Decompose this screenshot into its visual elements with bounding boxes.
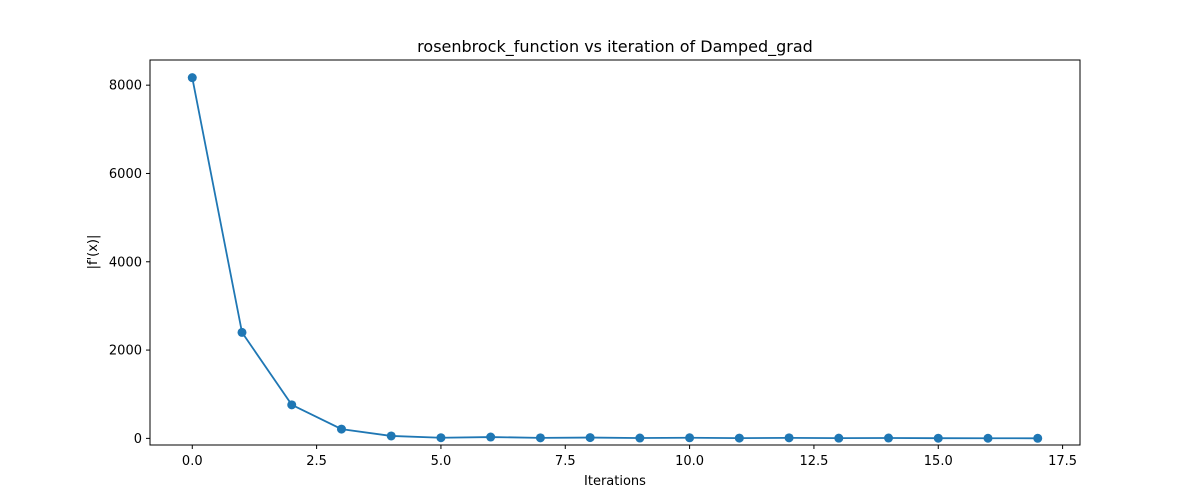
y-tick-label: 0 bbox=[134, 432, 142, 447]
series-layer bbox=[187, 73, 1043, 443]
y-tick-label: 4000 bbox=[109, 255, 142, 270]
chart-title: rosenbrock_function vs iteration of Damp… bbox=[417, 37, 813, 57]
data-point bbox=[1033, 433, 1043, 443]
x-tick-label: 7.5 bbox=[555, 454, 576, 469]
data-point bbox=[486, 432, 496, 442]
data-point bbox=[834, 433, 844, 443]
y-tick-label: 6000 bbox=[109, 167, 142, 182]
y-axis-label: |f'(x)| bbox=[86, 235, 101, 270]
data-point bbox=[784, 433, 794, 443]
data-point bbox=[685, 433, 695, 443]
x-tick-label: 2.5 bbox=[306, 454, 327, 469]
data-point bbox=[734, 433, 744, 443]
data-point bbox=[983, 433, 993, 443]
data-point bbox=[884, 433, 894, 443]
x-tick-label: 5.0 bbox=[431, 454, 452, 469]
x-tick-label: 0.0 bbox=[182, 454, 203, 469]
y-axis: 0 2000 4000 6000 8000 bbox=[109, 79, 150, 447]
x-tick-label: 12.5 bbox=[799, 454, 828, 469]
data-point bbox=[585, 433, 595, 443]
data-point bbox=[386, 431, 396, 441]
x-axis-label: Iterations bbox=[584, 474, 646, 489]
data-point bbox=[237, 327, 247, 337]
data-point bbox=[287, 400, 297, 410]
data-point bbox=[336, 424, 346, 434]
plot-area bbox=[149, 59, 1081, 446]
y-tick-label: 2000 bbox=[109, 344, 142, 359]
data-point bbox=[635, 433, 645, 443]
data-point bbox=[535, 433, 545, 443]
x-axis: 0.0 2.5 5.0 7.5 10.0 12.5 15.0 17.5 bbox=[182, 445, 1077, 469]
x-tick-label: 15.0 bbox=[924, 454, 953, 469]
x-tick-label: 17.5 bbox=[1048, 454, 1077, 469]
series-line bbox=[191, 77, 1038, 440]
data-point bbox=[187, 73, 197, 83]
data-point bbox=[436, 433, 446, 443]
x-tick-label: 10.0 bbox=[675, 454, 704, 469]
y-tick-label: 8000 bbox=[109, 79, 142, 94]
data-point bbox=[933, 433, 943, 443]
